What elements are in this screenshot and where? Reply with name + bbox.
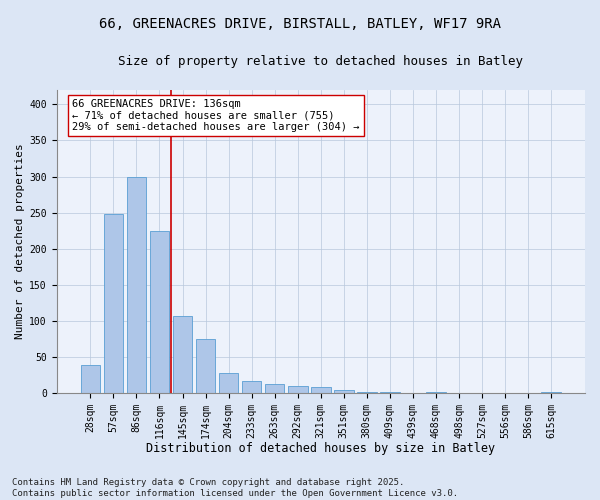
Text: 66 GREENACRES DRIVE: 136sqm
← 71% of detached houses are smaller (755)
29% of se: 66 GREENACRES DRIVE: 136sqm ← 71% of det…	[73, 99, 360, 132]
Bar	[311, 387, 331, 393]
Y-axis label: Number of detached properties: Number of detached properties	[15, 144, 25, 340]
Bar	[80, 366, 100, 393]
Bar	[219, 374, 238, 393]
Text: Contains HM Land Registry data © Crown copyright and database right 2025.
Contai: Contains HM Land Registry data © Crown c…	[12, 478, 458, 498]
Bar	[242, 380, 262, 393]
Bar	[288, 386, 308, 393]
Bar	[265, 384, 284, 393]
Title: Size of property relative to detached houses in Batley: Size of property relative to detached ho…	[118, 55, 523, 68]
Bar	[541, 392, 561, 393]
X-axis label: Distribution of detached houses by size in Batley: Distribution of detached houses by size …	[146, 442, 496, 455]
Bar	[426, 392, 446, 393]
Text: 66, GREENACRES DRIVE, BIRSTALL, BATLEY, WF17 9RA: 66, GREENACRES DRIVE, BIRSTALL, BATLEY, …	[99, 18, 501, 32]
Bar	[334, 390, 353, 393]
Bar	[173, 316, 192, 393]
Bar	[196, 339, 215, 393]
Bar	[127, 176, 146, 393]
Bar	[380, 392, 400, 393]
Bar	[149, 232, 169, 393]
Bar	[357, 392, 377, 393]
Bar	[104, 214, 123, 393]
